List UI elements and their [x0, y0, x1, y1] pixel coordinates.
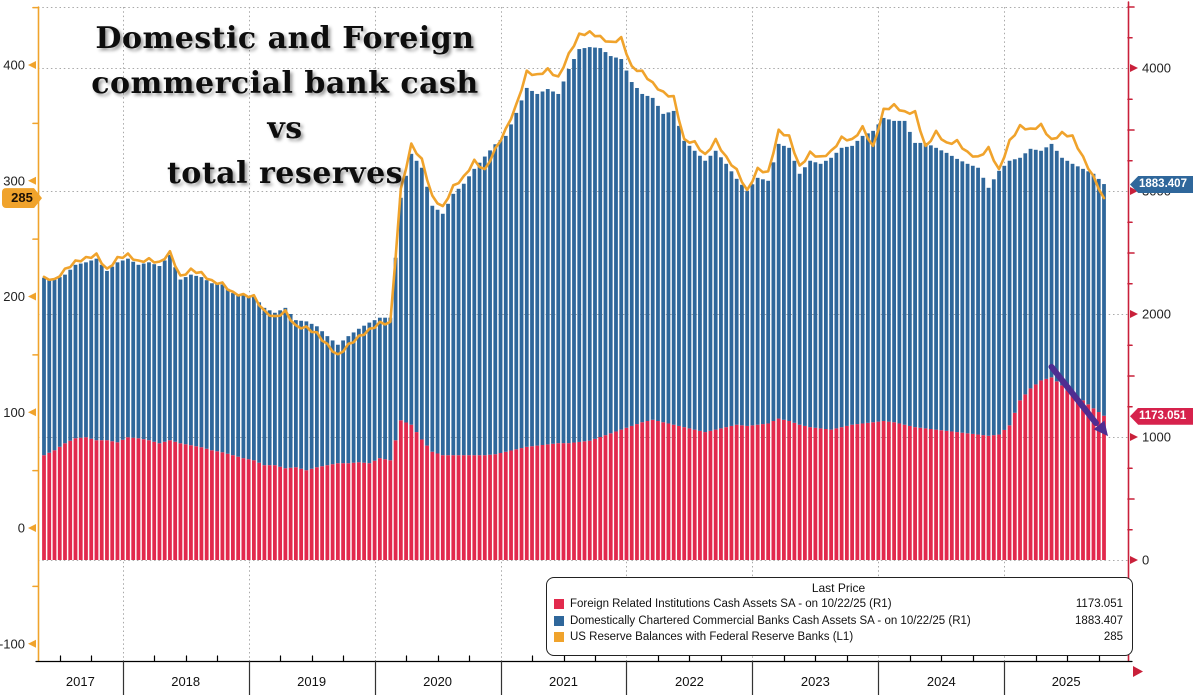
legend-label: Domestically Chartered Commercial Banks …	[570, 614, 971, 627]
title-line-3: total reserves	[166, 156, 404, 191]
legend-label: Foreign Related Institutions Cash Assets…	[570, 598, 892, 610]
legend: Last Price Foreign Related Institutions …	[546, 577, 1133, 656]
legend-rows: Foreign Related Institutions Cash Assets…	[554, 596, 1123, 646]
title-line-2: commercial bank cash vs	[91, 66, 479, 146]
legend-swatch-icon	[554, 615, 564, 626]
legend-item: Domestically Chartered Commercial Banks …	[554, 613, 1123, 630]
legend-value: 1883.407	[1075, 614, 1123, 627]
legend-title: Last Price	[811, 581, 866, 595]
legend-item: US Reserve Balances with Federal Reserve…	[554, 629, 1123, 646]
chart-title: Domestic and Foreign commercial bank cas…	[70, 16, 500, 196]
legend-value: 1173.051	[1075, 598, 1123, 610]
legend-swatch-icon	[554, 599, 564, 610]
last-value-badge-reserves: 285	[2, 188, 42, 209]
legend-item: Foreign Related Institutions Cash Assets…	[554, 596, 1123, 613]
title-line-1: Domestic and Foreign	[95, 21, 475, 56]
legend-swatch-icon	[554, 632, 564, 643]
last-value-badge-domestic: 1883.407	[1130, 176, 1193, 194]
legend-value: 285	[1103, 631, 1123, 643]
last-value-badge-foreign: 1173.051	[1130, 407, 1193, 425]
legend-label: US Reserve Balances with Federal Reserve…	[570, 631, 854, 643]
